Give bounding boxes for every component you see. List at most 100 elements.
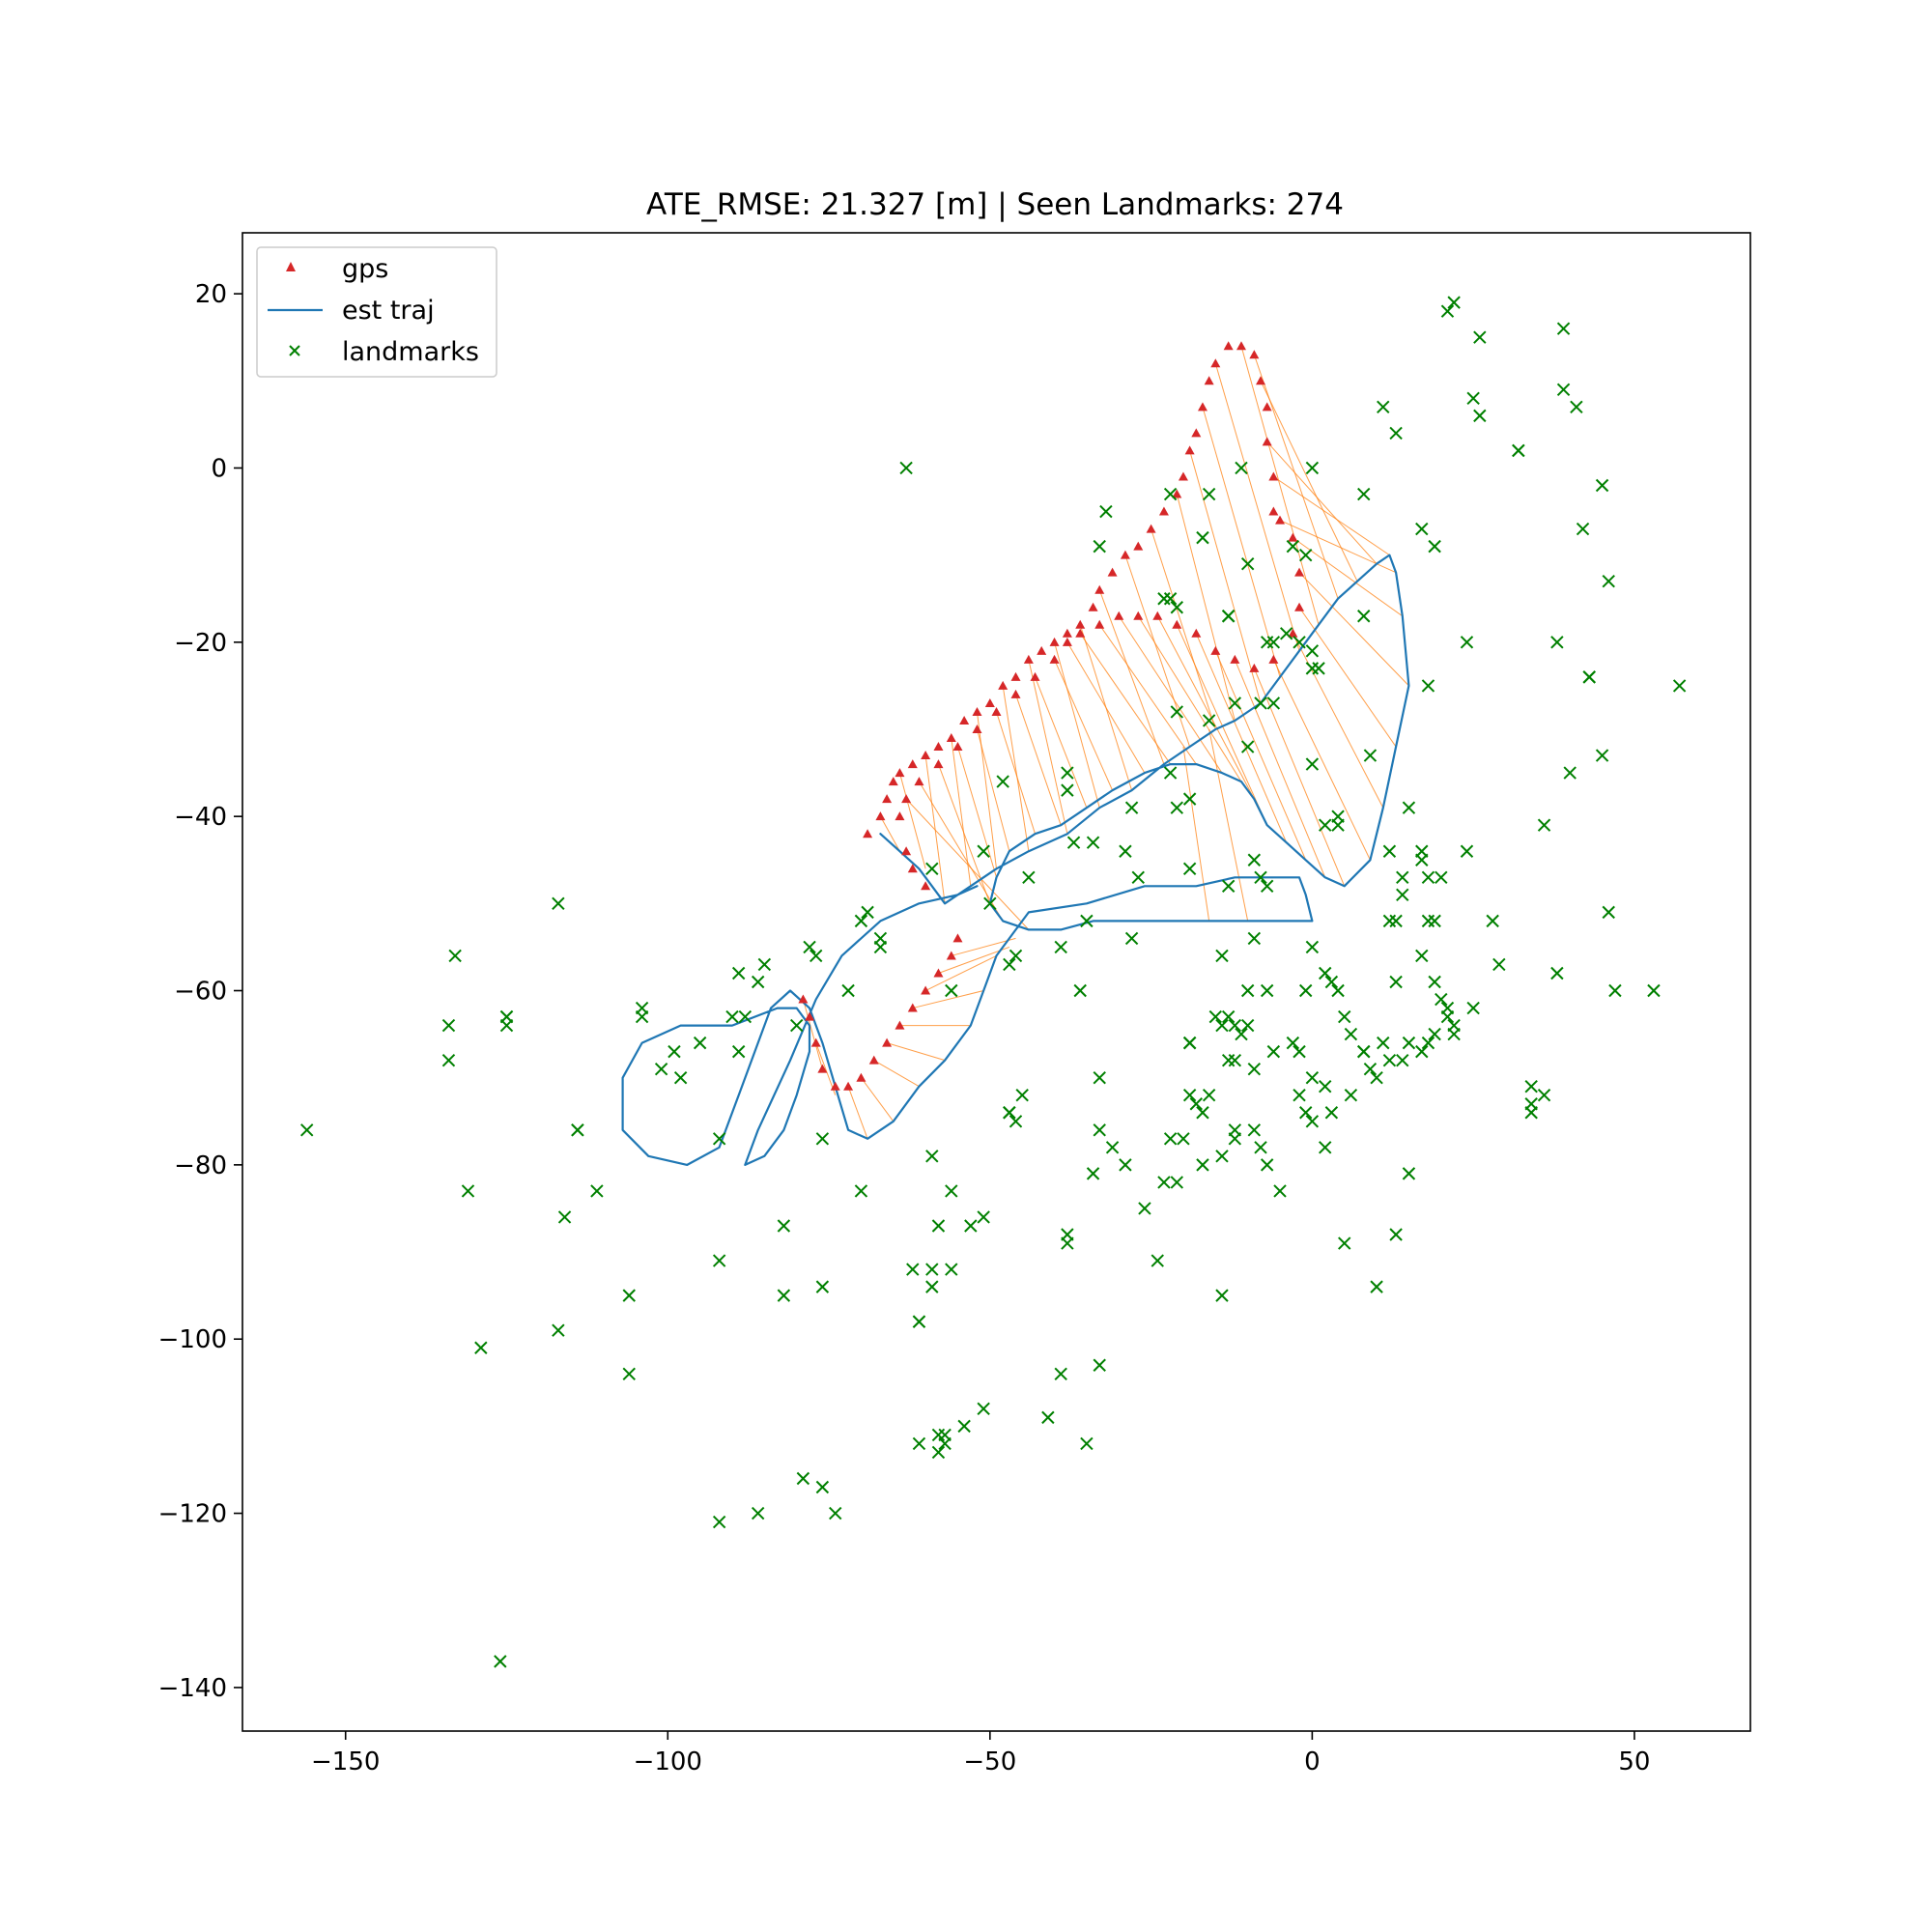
- landmark-point: [1182, 1036, 1197, 1050]
- landmark-stroke: [1595, 749, 1609, 762]
- landmark-point: [810, 949, 823, 963]
- gps-point: [1094, 619, 1105, 629]
- landmark-stroke: [1556, 322, 1571, 335]
- landmark-point: [1331, 983, 1345, 998]
- landmark-stroke: [777, 1289, 791, 1302]
- landmark-stroke: [1054, 940, 1067, 954]
- landmark-point: [1009, 1115, 1023, 1128]
- landmark-stroke: [1266, 1044, 1281, 1059]
- landmark-point: [1240, 740, 1255, 753]
- gps-point: [1172, 489, 1182, 498]
- landmark-point: [1247, 1123, 1262, 1137]
- landmark-point: [945, 1263, 958, 1276]
- landmark-stroke: [1389, 914, 1403, 928]
- error-line: [1035, 676, 1088, 809]
- landmark-stroke: [1647, 983, 1661, 998]
- gps-point: [901, 794, 912, 804]
- landmark-point: [996, 775, 1009, 788]
- landmark-point: [1537, 1089, 1551, 1102]
- landmark-stroke: [977, 1402, 990, 1416]
- landmark-point: [1138, 1202, 1151, 1215]
- landmark-stroke: [731, 1044, 746, 1059]
- landmark-stroke: [1305, 757, 1320, 771]
- error-line: [924, 954, 997, 991]
- landmark-point: [1382, 844, 1397, 858]
- landmark-point: [1254, 870, 1267, 884]
- gps-point: [882, 794, 893, 804]
- landmark-point: [1293, 636, 1306, 649]
- gps-point: [921, 985, 931, 995]
- landmark-point: [1215, 1018, 1229, 1033]
- landmark-point: [1202, 714, 1216, 727]
- gps-point: [1268, 654, 1279, 664]
- landmark-stroke: [1331, 983, 1345, 998]
- landmark-point: [1293, 1089, 1306, 1102]
- landmark-point: [571, 1123, 584, 1137]
- gps-point: [1114, 611, 1124, 620]
- landmark-point: [1389, 426, 1403, 440]
- landmark-point: [1357, 1044, 1371, 1059]
- landmark-stroke: [1319, 966, 1332, 980]
- landmark-point: [1319, 818, 1332, 832]
- landmark-stroke: [931, 1219, 946, 1233]
- gps-point: [1146, 524, 1156, 533]
- landmark-stroke: [1093, 539, 1106, 554]
- gps-point: [856, 1072, 867, 1082]
- landmark-point: [1022, 870, 1036, 884]
- landmark-point: [1066, 836, 1081, 849]
- landmark-stroke: [712, 1132, 726, 1146]
- landmark-point: [1537, 818, 1551, 832]
- landmark-stroke: [1093, 1123, 1106, 1137]
- gps-point: [1049, 654, 1060, 664]
- y-tick-label: −20: [174, 629, 227, 658]
- landmark-point: [1015, 1089, 1029, 1102]
- landmark-stroke: [1208, 1009, 1223, 1024]
- landmark-point: [1041, 1410, 1055, 1425]
- landmark-point: [1382, 1053, 1397, 1067]
- y-tick-label: −100: [158, 1325, 227, 1354]
- error-line: [919, 781, 1004, 922]
- gps-point: [1049, 637, 1060, 646]
- landmark-point: [1344, 1027, 1358, 1041]
- landmark-stroke: [1440, 304, 1455, 318]
- landmark-stroke: [731, 966, 746, 980]
- landmark-stroke: [1266, 636, 1281, 649]
- gps-point: [1152, 611, 1163, 620]
- landmark-stroke: [1382, 1053, 1397, 1067]
- landmark-point: [1240, 556, 1255, 571]
- landmark-stroke: [1151, 1254, 1164, 1267]
- landmark-point: [1312, 662, 1325, 675]
- landmark-layer: [300, 296, 1687, 1668]
- landmark-stroke: [499, 1018, 514, 1033]
- landmark-point: [945, 983, 958, 998]
- landmark-stroke: [673, 1070, 688, 1085]
- landmark-stroke: [873, 940, 888, 954]
- gps-point: [1094, 584, 1105, 594]
- gps-point: [1062, 628, 1072, 638]
- y-tick-label: −60: [174, 978, 227, 1007]
- landmark-point: [1595, 749, 1609, 762]
- landmark-stroke: [1466, 391, 1480, 406]
- landmark-stroke: [1357, 610, 1371, 623]
- landmark-stroke: [1338, 1009, 1351, 1024]
- landmark-stroke: [1003, 957, 1016, 972]
- landmark-point: [1428, 539, 1441, 554]
- landmark-point: [1576, 522, 1590, 536]
- landmark-point: [1595, 478, 1609, 493]
- landmark-point: [474, 1341, 488, 1354]
- landmark-point: [1415, 522, 1429, 536]
- landmark-stroke: [1460, 844, 1474, 858]
- landmark-point: [557, 1210, 572, 1224]
- error-line: [898, 772, 926, 869]
- landmark-point: [1182, 792, 1197, 806]
- landmark-point: [931, 1445, 946, 1460]
- landmark-stroke: [1608, 983, 1622, 998]
- landmark-stroke: [1009, 1115, 1023, 1128]
- error-line: [1079, 633, 1172, 765]
- landmark-stroke: [1293, 1044, 1306, 1059]
- gps-point: [1010, 671, 1021, 681]
- landmark-stroke: [1402, 1036, 1416, 1050]
- landmark-point: [1402, 1036, 1416, 1050]
- gps-point: [972, 724, 982, 733]
- landmark-point: [1363, 1062, 1378, 1076]
